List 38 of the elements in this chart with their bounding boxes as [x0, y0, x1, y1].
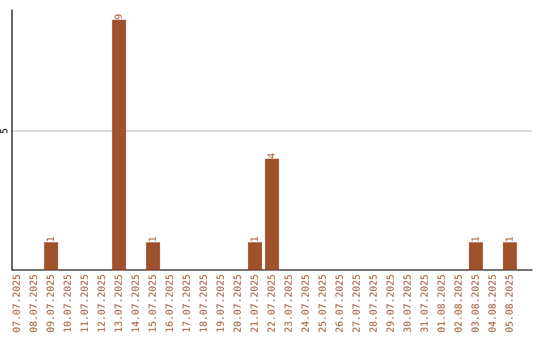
data-label: 1 [46, 237, 54, 242]
y-tick-label: 5 [0, 128, 8, 134]
data-label: 9 [114, 14, 122, 20]
data-label: 4 [268, 153, 275, 158]
x-tick-label: 04.08.2025 [488, 274, 496, 332]
data-label: 1 [472, 237, 479, 242]
x-tick-label: 25.07.2025 [318, 274, 326, 332]
x-tick-label: 15.07.2025 [148, 274, 156, 332]
x-tick-label: 22.07.2025 [267, 274, 275, 332]
data-label: 1 [148, 237, 156, 242]
x-tick-label: 09.07.2025 [46, 274, 54, 332]
data-label: 1 [250, 237, 258, 242]
x-tick-label: 13.07.2025 [114, 274, 122, 332]
x-tick-label: 26.07.2025 [335, 274, 343, 332]
x-tick-label: 05.08.2025 [505, 274, 513, 332]
x-tick-label: 11.07.2025 [80, 274, 88, 332]
x-tick-label: 27.07.2025 [352, 274, 360, 332]
x-tick-label: 20.07.2025 [234, 274, 241, 332]
x-tick-label: 21.07.2025 [250, 274, 258, 332]
x-tick-label: 23.07.2025 [284, 274, 292, 332]
x-tick-label: 08.07.2025 [30, 274, 37, 332]
data-label: 1 [506, 237, 513, 242]
x-tick-label: 10.07.2025 [64, 274, 71, 332]
x-tick-label: 24.07.2025 [301, 274, 309, 332]
x-tick-label: 31.07.2025 [420, 274, 428, 332]
x-tick-label: 03.08.2025 [471, 274, 479, 332]
x-tick-label: 02.08.2025 [454, 274, 462, 332]
x-tick-label: 30.07.2025 [403, 274, 411, 332]
x-tick-label: 29.07.2025 [386, 274, 394, 332]
x-tick-label: 12.07.2025 [98, 274, 105, 332]
x-tick-label: 28.07.2025 [369, 274, 377, 332]
x-tick-label: 14.07.2025 [132, 274, 139, 332]
x-tick-label: 16.07.2025 [166, 274, 173, 332]
x-tick-label: 19.07.2025 [216, 274, 224, 332]
x-tick-label: 07.07.2025 [12, 274, 20, 332]
x-tick-label: 18.07.2025 [200, 274, 207, 332]
x-tick-label: 01.08.2025 [437, 274, 445, 332]
x-tick-label: 17.07.2025 [182, 274, 190, 332]
